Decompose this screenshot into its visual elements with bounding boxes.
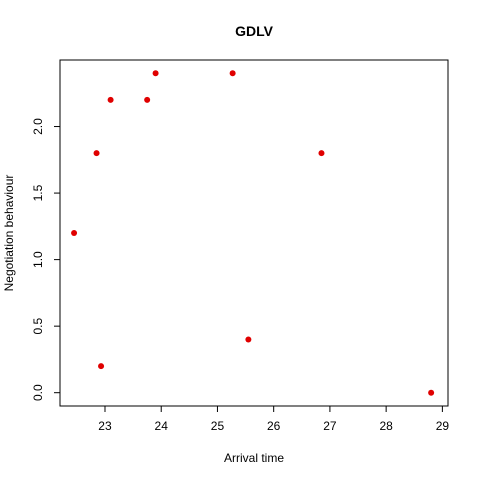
x-axis-label: Arrival time	[224, 451, 284, 465]
data-points	[71, 70, 435, 396]
data-point	[245, 336, 252, 343]
y-tick-label: 1.0	[31, 251, 45, 268]
x-tick-label: 23	[98, 419, 112, 433]
data-point	[93, 150, 100, 157]
chart-title: GDLV	[235, 23, 274, 39]
y-axis-label: Negotiation behaviour	[2, 175, 16, 292]
data-point	[98, 363, 105, 370]
data-point	[229, 70, 236, 77]
data-point	[71, 230, 78, 236]
y-tick-label: 2.0	[31, 118, 45, 135]
x-tick-label: 25	[211, 419, 225, 433]
x-tick-label: 26	[267, 419, 281, 433]
data-point	[318, 150, 325, 157]
data-point	[144, 96, 151, 103]
x-tick-label: 29	[436, 419, 450, 433]
x-tick-label: 28	[379, 419, 393, 433]
x-tick-label: 24	[155, 419, 169, 433]
plot-frame	[59, 59, 449, 407]
x-axis: 23 24 25 26 27 28 29	[98, 406, 449, 433]
y-tick-label: 0.0	[31, 384, 45, 401]
data-point	[107, 96, 114, 103]
y-axis: 0.0 0.5 1.0 1.5 2.0	[31, 118, 60, 401]
x-tick-label: 27	[323, 419, 337, 433]
y-tick-label: 0.5	[31, 317, 45, 334]
data-point	[152, 70, 159, 77]
y-tick-label: 1.5	[31, 184, 45, 201]
data-point	[428, 389, 435, 396]
